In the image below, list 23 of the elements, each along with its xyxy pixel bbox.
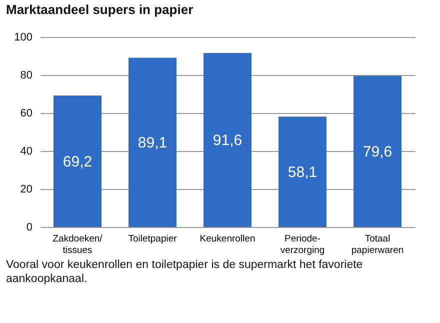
x-tick-label: Periode- verzorging [280,234,325,256]
data-label: 69,2 [62,153,92,170]
x-tick-label: Keukenrollen [200,234,256,244]
x-tick-label: Totaal papierwaren [351,234,404,256]
data-label: 89,1 [138,134,168,152]
bar [354,76,402,227]
text: Vooral voor keukenrollen en toiletpapier is de supermarkt het favoriete aankoopkanaal. [6,258,364,287]
data-label: 58,1 [288,164,318,181]
y-tick-label: 60 [20,108,32,120]
bar [128,58,176,227]
y-tick-label: 20 [20,184,32,196]
y-tick-label: 80 [20,70,32,82]
y-tick-label: 40 [20,146,32,158]
bar [278,116,326,227]
x-tick-label: Toiletpapier [128,234,177,244]
bar [54,96,102,227]
data-label: 91,6 [212,132,242,149]
y-tick-label: 0 [26,222,32,234]
x-tick-label: Zakdoeken/ tissues [52,234,103,256]
bar [204,52,252,227]
data-label: 79,6 [362,143,392,160]
chart-title: Marktaandeel supers in papier [6,2,194,17]
y-tick-label: 100 [14,32,32,44]
